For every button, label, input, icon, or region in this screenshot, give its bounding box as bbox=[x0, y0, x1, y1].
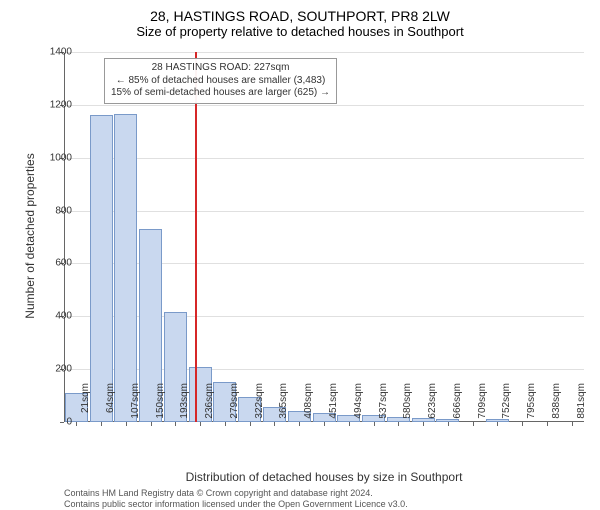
xtick-label: 451sqm bbox=[328, 383, 339, 428]
title-secondary: Size of property relative to detached ho… bbox=[0, 24, 600, 39]
xtick-label: 150sqm bbox=[155, 383, 166, 428]
ytick-label: 600 bbox=[55, 258, 72, 269]
xtick-label: 881sqm bbox=[576, 383, 587, 428]
ytick-label: 200 bbox=[55, 364, 72, 375]
histogram bbox=[64, 52, 584, 422]
xtick-mark bbox=[423, 422, 424, 426]
xtick-label: 666sqm bbox=[452, 383, 463, 428]
xtick-label: 623sqm bbox=[427, 383, 438, 428]
attribution-line1: Contains HM Land Registry data © Crown c… bbox=[64, 488, 408, 499]
marker-line bbox=[195, 52, 197, 422]
histogram-bar bbox=[114, 114, 137, 422]
xtick-label: 408sqm bbox=[303, 383, 314, 428]
gridline bbox=[64, 211, 584, 212]
title-primary: 28, HASTINGS ROAD, SOUTHPORT, PR8 2LW bbox=[0, 8, 600, 24]
xtick-label: 107sqm bbox=[130, 383, 141, 428]
xtick-label: 279sqm bbox=[229, 383, 240, 428]
xtick-mark bbox=[448, 422, 449, 426]
xtick-mark bbox=[274, 422, 275, 426]
xtick-mark bbox=[101, 422, 102, 426]
xtick-mark bbox=[349, 422, 350, 426]
xtick-label: 795sqm bbox=[526, 383, 537, 428]
xtick-label: 365sqm bbox=[278, 383, 289, 428]
xtick-label: 494sqm bbox=[353, 383, 364, 428]
xtick-mark bbox=[126, 422, 127, 426]
xtick-label: 21sqm bbox=[80, 383, 91, 428]
xtick-mark bbox=[200, 422, 201, 426]
xtick-label: 580sqm bbox=[402, 383, 413, 428]
y-axis-label: Number of detached properties bbox=[23, 136, 37, 336]
ytick-label: 800 bbox=[55, 205, 72, 216]
gridline bbox=[64, 105, 584, 106]
annotation-line1: 28 HASTINGS ROAD: 227sqm bbox=[111, 62, 330, 75]
xtick-mark bbox=[324, 422, 325, 426]
xtick-mark bbox=[398, 422, 399, 426]
xtick-label: 709sqm bbox=[477, 383, 488, 428]
x-axis-label: Distribution of detached houses by size … bbox=[64, 470, 584, 484]
ytick-label: 400 bbox=[55, 311, 72, 322]
attribution: Contains HM Land Registry data © Crown c… bbox=[64, 488, 408, 510]
xtick-label: 193sqm bbox=[179, 383, 190, 428]
ytick-label: 0 bbox=[66, 417, 72, 428]
xtick-mark bbox=[76, 422, 77, 426]
xtick-mark bbox=[572, 422, 573, 426]
xtick-label: 64sqm bbox=[105, 383, 116, 428]
ytick-label: 1000 bbox=[50, 152, 72, 163]
annotation-line3: 15% of semi-detached houses are larger (… bbox=[111, 87, 330, 100]
xtick-label: 537sqm bbox=[378, 383, 389, 428]
xtick-label: 236sqm bbox=[204, 383, 215, 428]
xtick-mark bbox=[522, 422, 523, 426]
xtick-mark bbox=[473, 422, 474, 426]
ytick-mark bbox=[60, 422, 64, 423]
ytick-label: 1200 bbox=[50, 99, 72, 110]
xtick-label: 752sqm bbox=[501, 383, 512, 428]
ytick-label: 1400 bbox=[50, 47, 72, 58]
xtick-mark bbox=[250, 422, 251, 426]
gridline bbox=[64, 52, 584, 53]
plot-area: 28 HASTINGS ROAD: 227sqm ← 85% of detach… bbox=[64, 52, 584, 422]
annotation-box: 28 HASTINGS ROAD: 227sqm ← 85% of detach… bbox=[104, 58, 337, 104]
attribution-line2: Contains public sector information licen… bbox=[64, 499, 408, 510]
chart-container: 28, HASTINGS ROAD, SOUTHPORT, PR8 2LW Si… bbox=[0, 8, 600, 39]
xtick-mark bbox=[151, 422, 152, 426]
xtick-mark bbox=[225, 422, 226, 426]
xtick-mark bbox=[175, 422, 176, 426]
gridline bbox=[64, 158, 584, 159]
xtick-mark bbox=[299, 422, 300, 426]
annotation-line2: ← 85% of detached houses are smaller (3,… bbox=[111, 75, 330, 88]
histogram-bar bbox=[90, 115, 113, 422]
xtick-mark bbox=[497, 422, 498, 426]
xtick-mark bbox=[374, 422, 375, 426]
xtick-mark bbox=[547, 422, 548, 426]
xtick-label: 838sqm bbox=[551, 383, 562, 428]
xtick-label: 322sqm bbox=[254, 383, 265, 428]
